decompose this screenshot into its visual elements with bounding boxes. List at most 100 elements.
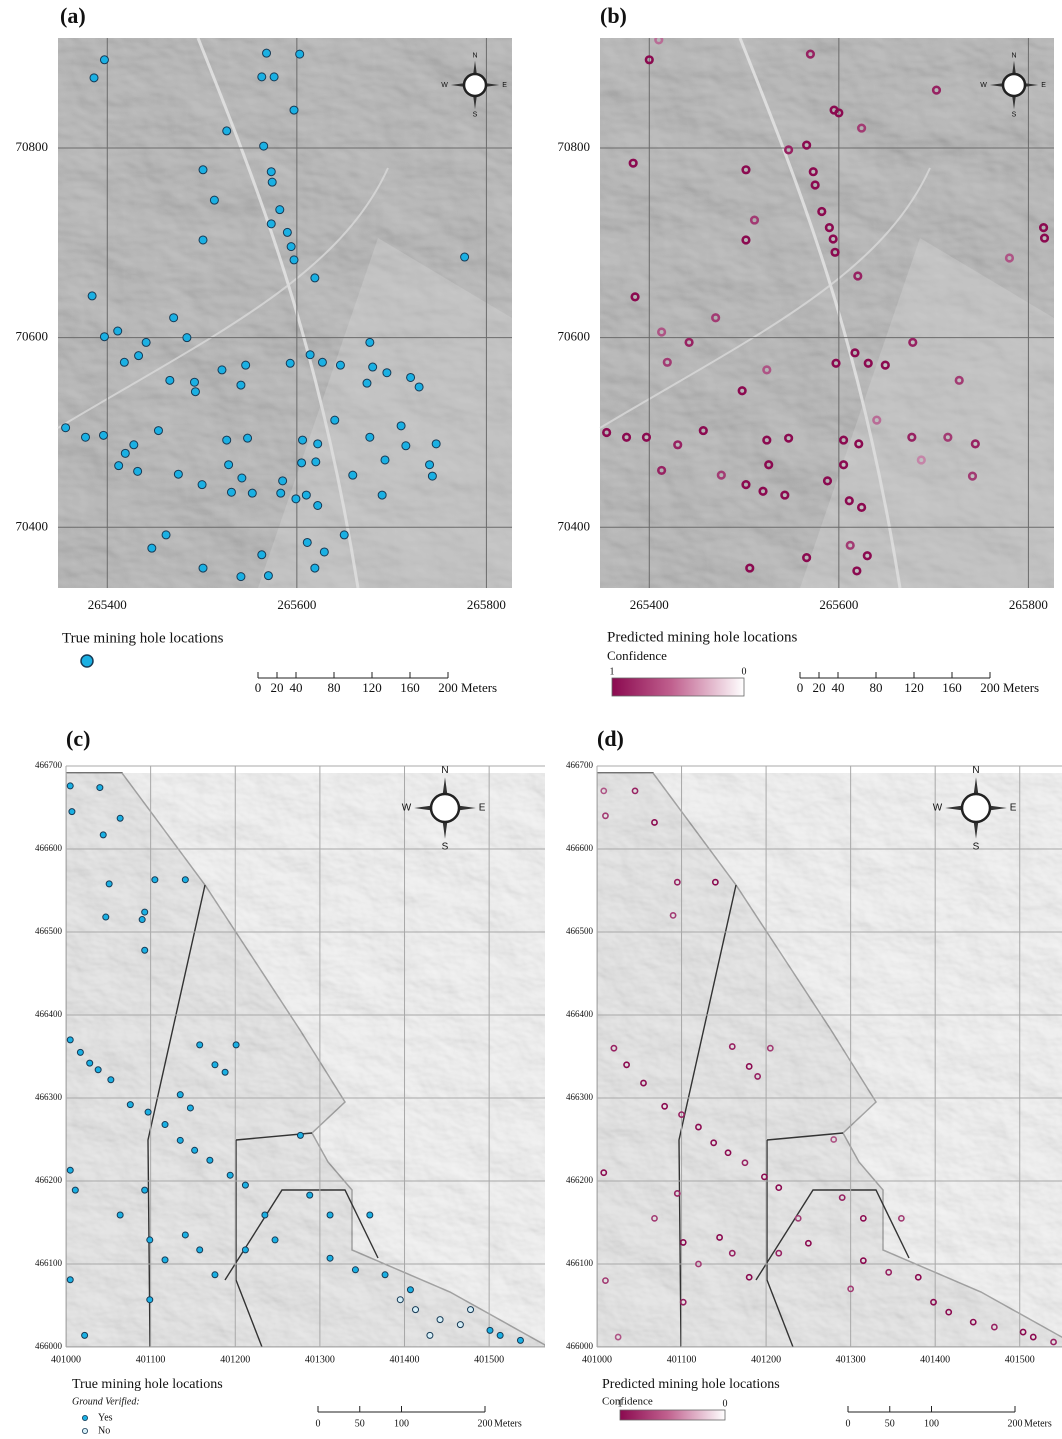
compass-ring: [464, 74, 486, 96]
mining-hole: [286, 359, 294, 367]
colorbar-tick-label: 1: [618, 1398, 623, 1409]
mining-hole: [292, 495, 300, 503]
scale-label: 50: [355, 1418, 365, 1429]
mining-hole: [349, 471, 357, 479]
mining-hole: [62, 424, 70, 432]
y-tick-label: 466100: [566, 1258, 594, 1268]
mining-hole: [210, 196, 218, 204]
mining-hole: [302, 491, 310, 499]
mining-hole: [258, 551, 266, 559]
compass-s: S: [442, 841, 449, 852]
mining-hole: [290, 256, 298, 264]
mining-hole: [100, 832, 106, 838]
mining-hole: [162, 1122, 168, 1128]
legend-marker: [82, 1428, 87, 1433]
mining-hole: [69, 809, 75, 815]
x-tick-label: 265600: [819, 597, 858, 612]
compass-n: N: [1011, 53, 1016, 60]
mining-hole: [223, 127, 231, 135]
mining-hole: [134, 467, 142, 475]
mining-hole: [117, 1212, 123, 1218]
scale-label: 20: [271, 680, 284, 695]
mining-hole: [367, 1212, 373, 1218]
mining-hole: [352, 1267, 358, 1273]
mining-hole: [108, 1077, 114, 1083]
x-tick-label: 265400: [88, 597, 127, 612]
compass-e: E: [1041, 82, 1046, 89]
x-tick-label: 401100: [667, 1354, 697, 1365]
mining-hole: [212, 1272, 218, 1278]
mining-hole: [366, 338, 374, 346]
mining-hole: [99, 431, 107, 439]
y-tick-label: 70800: [16, 139, 49, 154]
colorbar: [612, 678, 744, 696]
mining-hole: [87, 1060, 93, 1066]
mining-hole: [290, 106, 298, 114]
scale-label: 40: [832, 680, 845, 695]
y-tick-label: 466000: [35, 1341, 63, 1351]
scale-label: 160: [400, 680, 420, 695]
mining-hole: [222, 1069, 228, 1075]
legend-title: Predicted mining hole locations: [607, 629, 798, 645]
mining-hole: [242, 361, 250, 369]
mining-hole: [162, 531, 170, 539]
mining-hole: [121, 449, 129, 457]
mining-hole: [197, 1247, 203, 1253]
mining-hole: [276, 206, 284, 214]
compass: NESW: [933, 765, 1017, 853]
mining-hole: [248, 489, 256, 497]
mining-hole: [413, 1307, 419, 1313]
mining-hole: [314, 440, 322, 448]
mining-hole: [311, 564, 319, 572]
mining-hole: [258, 73, 266, 81]
mining-hole: [90, 74, 98, 82]
mining-hole: [244, 434, 252, 442]
mining-hole: [415, 383, 423, 391]
x-tick-label: 265800: [467, 597, 506, 612]
mining-hole: [142, 909, 148, 915]
mining-hole: [303, 538, 311, 546]
colorbar-title: Confidence: [602, 1396, 653, 1408]
x-tick-label: 401200: [751, 1354, 781, 1365]
mining-hole: [207, 1157, 213, 1163]
mining-hole: [77, 1049, 83, 1055]
colorbar-tick-label: 0: [723, 1398, 728, 1409]
mining-hole: [238, 474, 246, 482]
mining-hole: [106, 881, 112, 887]
scale-label: 0: [797, 680, 804, 695]
mining-hole: [142, 1187, 148, 1193]
y-tick-label: 466400: [566, 1009, 594, 1019]
mining-hole: [312, 458, 320, 466]
legend-subtitle: Ground Verified:: [72, 1396, 140, 1407]
x-tick-label: 401000: [582, 1354, 612, 1365]
mining-hole: [182, 1232, 188, 1238]
y-tick-label: 70400: [558, 518, 591, 533]
y-tick-label: 466500: [566, 926, 594, 936]
x-tick-label: 401500: [474, 1354, 504, 1365]
scale-unit: Meters: [1024, 1418, 1052, 1429]
mining-hole: [100, 56, 108, 64]
mining-hole: [340, 531, 348, 539]
mining-hole: [267, 168, 275, 176]
mining-hole: [262, 1212, 268, 1218]
mining-hole: [461, 253, 469, 261]
figure: 265400265600265800704007060070800(a)NESW…: [0, 0, 1062, 1439]
mining-hole: [130, 441, 138, 449]
mining-hole: [272, 1237, 278, 1243]
compass-s: S: [473, 112, 478, 119]
legend-marker: [81, 655, 93, 667]
x-tick-label: 401400: [920, 1354, 950, 1365]
mining-hole: [327, 1212, 333, 1218]
y-tick-label: 466200: [35, 1175, 63, 1185]
mining-hole: [237, 573, 245, 581]
mining-hole: [378, 491, 386, 499]
mining-hole: [223, 436, 231, 444]
scale-label: 200: [478, 1418, 493, 1429]
mining-hole: [427, 1332, 433, 1338]
mining-hole: [299, 436, 307, 444]
scale-label: 0: [255, 680, 262, 695]
x-tick-label: 401500: [1005, 1354, 1035, 1365]
mining-hole: [197, 1042, 203, 1048]
legend-entry: No: [98, 1425, 110, 1436]
panel-label: (d): [597, 726, 624, 751]
